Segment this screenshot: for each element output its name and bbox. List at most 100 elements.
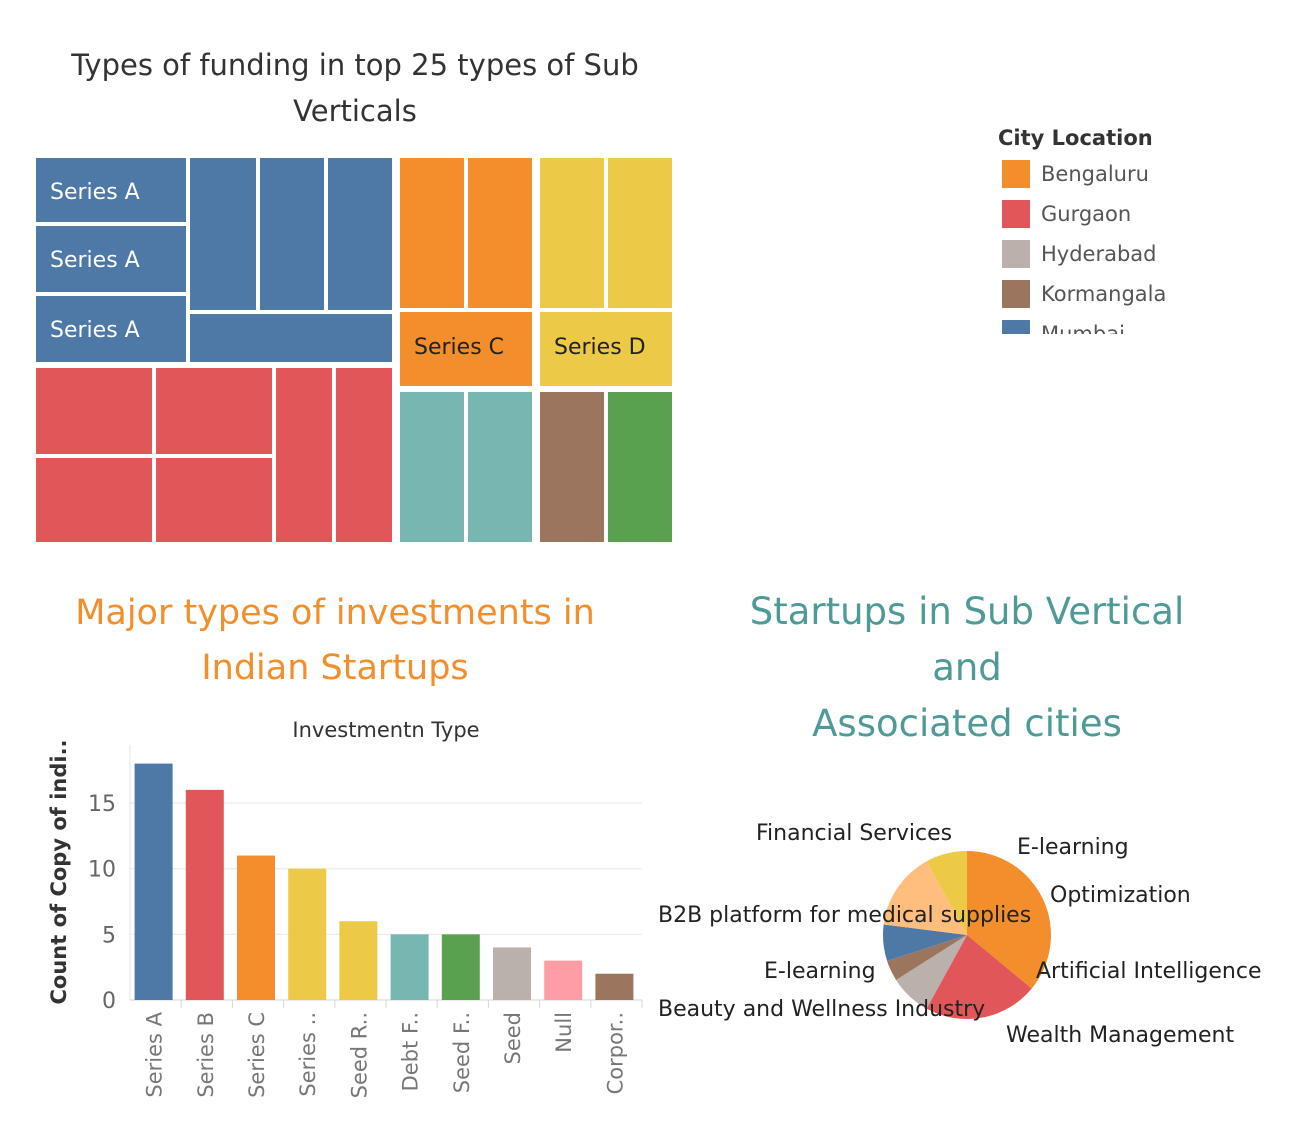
bar[interactable] [339,921,378,1000]
x-tick-label: Series A [143,1011,167,1097]
x-tick-label: Seed F.. [450,1012,474,1093]
legend-swatch [1002,160,1030,188]
treemap-mumbai-group [34,156,394,364]
legend-item[interactable]: Gurgaon [998,194,1238,234]
bar[interactable] [237,855,275,1000]
legend-item[interactable]: Kormangala [998,274,1238,314]
legend: City Location Bengaluru Gurgaon Hyderabad K… [998,122,1238,334]
treemap-cell[interactable] [606,156,674,310]
pie-label: E-learning [1017,835,1129,860]
pie-label: Artificial Intelligence [1036,959,1262,984]
treemap-chart: Series A Series A Series A Series C Seri… [34,156,674,544]
pie-label: Beauty and Wellness Industry [658,997,985,1022]
treemap-title-line1: Types of funding in top 25 types of Sub [71,48,639,82]
treemap-label: Series A [50,180,140,205]
pie-slice[interactable] [926,935,1032,1019]
treemap-cell[interactable] [326,156,394,312]
bar[interactable] [441,934,480,1000]
bar-title-line1: Major types of investments in [75,593,595,633]
pie-slice[interactable] [887,935,967,981]
legend-label: Gurgaon [1041,202,1132,226]
treemap-cell[interactable] [34,366,154,456]
treemap-label: Series A [50,318,140,343]
legend-swatch [1002,200,1030,228]
treemap-cell[interactable] [188,312,394,364]
pie-label: B2B platform for medical supplies [658,903,1031,928]
pie-chart: Financial Services E-learning Optimization… [658,821,1262,1048]
treemap-cell-green[interactable] [606,390,674,544]
x-axis-title: Investmentn Type [292,718,479,742]
legend-label: Mumbai [1041,322,1125,334]
treemap-cell[interactable] [334,366,394,544]
bar[interactable] [544,960,583,1000]
pie-title-line2: and [932,646,1002,689]
pie-chart-title: Startups in Sub Vertical and Associated … [720,584,1214,752]
treemap-cell[interactable] [398,156,466,310]
treemap-label: Series D [554,335,646,360]
pie-label: Wealth Management [1006,1023,1234,1048]
treemap-cell[interactable] [466,156,534,310]
pie-slice[interactable] [883,861,967,935]
pie-slice[interactable] [896,935,967,1009]
pie-slice[interactable] [967,851,1051,989]
treemap-cell[interactable] [538,310,674,388]
treemap-title-line2: Verticals [293,94,417,128]
treemap-cell[interactable] [188,156,258,312]
treemap-cell[interactable] [258,156,326,312]
treemap-cell[interactable] [538,156,606,310]
y-axis-title: Count of Copy of indi.. [47,739,71,1004]
treemap-cell-kormangala[interactable] [538,390,606,544]
x-tick-label: Series C [245,1012,269,1098]
treemap-cell[interactable] [154,456,274,544]
treemap-yellow-group [538,156,674,388]
treemap-teal-group [398,390,534,544]
bar[interactable] [595,973,634,1000]
treemap-cell[interactable] [398,390,466,544]
x-tick-label: Corpor.. [603,1012,627,1094]
pie-label: E-learning [764,959,876,984]
treemap-cell[interactable] [34,156,188,224]
treemap-title: Types of funding in top 25 types of Sub … [40,42,670,134]
treemap-cell[interactable] [398,310,534,388]
x-tick-label: Seed [501,1012,525,1065]
y-tick-label: 15 [88,792,116,817]
legend-label: Bengaluru [1041,162,1149,186]
bar-chart-title: Major types of investments in Indian Sta… [40,586,630,696]
pie-title-line1: Startups in Sub Vertical [749,590,1185,633]
pie-label: Optimization [1050,883,1191,908]
x-tick-label: Series B [194,1012,218,1098]
x-tick-label: Debt F.. [399,1012,423,1091]
treemap-label: Series A [50,248,140,273]
bar[interactable] [134,763,173,1000]
pie-label: Financial Services [756,821,952,846]
x-tick-label: Series .. [296,1012,320,1097]
treemap-bengaluru-group [398,156,534,388]
pie-title-line3: Associated cities [812,702,1122,745]
y-tick-label: 10 [88,858,116,883]
x-tick-label: Null [552,1012,576,1053]
treemap-cell[interactable] [154,366,274,456]
legend-label: Kormangala [1041,282,1167,306]
pie-slice[interactable] [883,924,967,961]
legend-swatch [1002,240,1030,268]
x-tick-label: Seed R.. [347,1012,371,1098]
legend-swatch [1002,280,1030,308]
legend-item[interactable]: Bengaluru [998,154,1238,194]
treemap-cell[interactable] [34,224,188,294]
treemap-cell[interactable] [274,366,334,544]
bar[interactable] [493,947,531,1000]
legend-items: Bengaluru Gurgaon Hyderabad Kormangala Mumba… [998,154,1238,334]
y-tick-label: 0 [102,989,116,1014]
treemap-cell[interactable] [34,456,154,544]
bar[interactable] [185,789,224,1000]
pie-slice[interactable] [926,851,967,935]
legend-title: City Location [998,126,1153,150]
treemap-cell[interactable] [34,294,188,364]
treemap-cell[interactable] [466,390,534,544]
legend-item[interactable]: Mumbai [998,314,1238,334]
bar[interactable] [288,868,327,1000]
treemap-gurgaon-group [34,366,394,544]
legend-item[interactable]: Hyderabad [998,234,1238,274]
bar-chart: Investmentn Type Count of Copy of indi.. 0… [47,718,643,1098]
bar[interactable] [390,934,429,1000]
